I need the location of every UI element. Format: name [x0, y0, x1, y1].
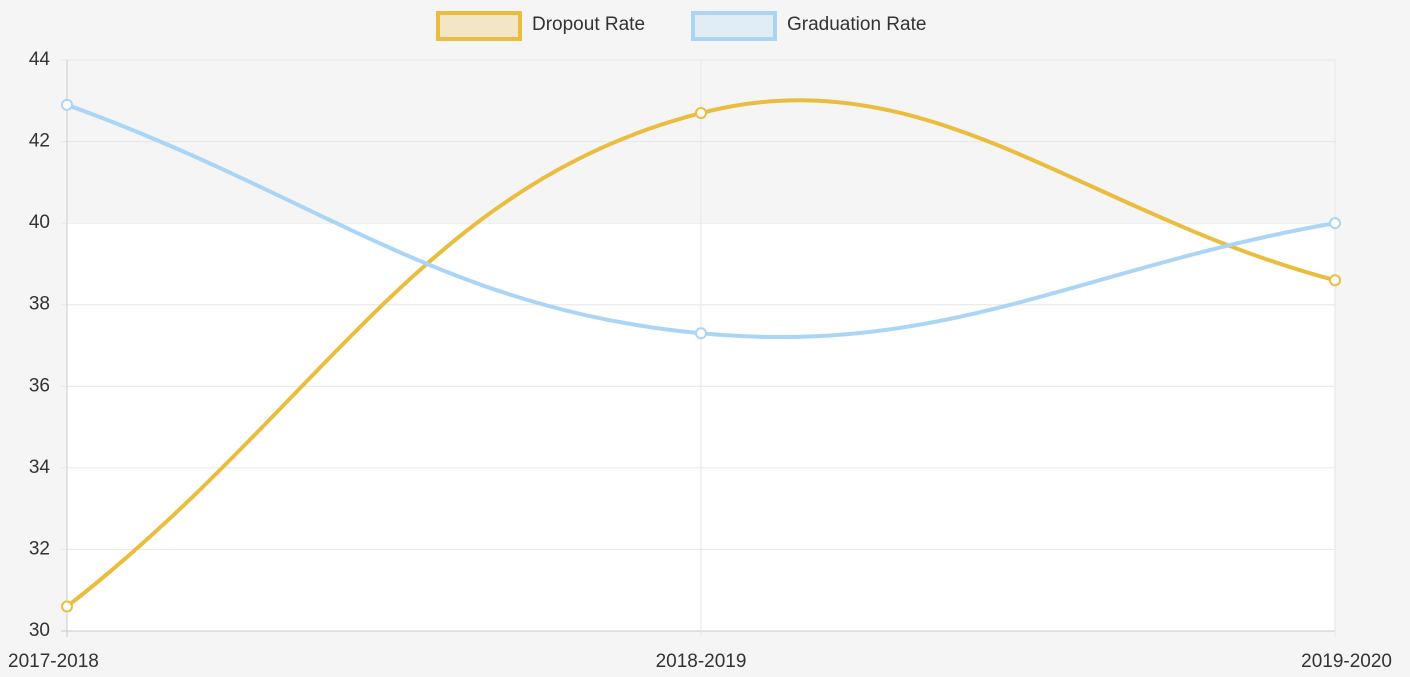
point	[1329, 274, 1341, 287]
point	[1329, 217, 1341, 230]
y-tick-label: 36	[29, 375, 50, 396]
x-tick-label: 2018-2019	[656, 651, 747, 672]
point	[61, 98, 73, 111]
y-tick-label: 44	[29, 49, 51, 70]
legend-label: Graduation Rate	[787, 14, 926, 35]
legend-swatch	[691, 11, 777, 41]
point	[695, 107, 707, 120]
x-tick-label: 2019-2020	[1301, 651, 1392, 672]
point	[61, 600, 73, 613]
legend-label: Dropout Rate	[532, 14, 645, 35]
legend-swatch	[436, 11, 522, 41]
y-tick-label: 34	[29, 457, 51, 478]
y-tick-label: 42	[29, 131, 50, 152]
y-tick-label: 38	[29, 294, 50, 315]
x-tick-label: 2017-2018	[8, 651, 99, 672]
y-tick-label: 40	[29, 212, 50, 233]
line	[65, 98, 1336, 609]
y-tick-label: 30	[29, 620, 50, 641]
y-tick-label: 32	[29, 538, 50, 559]
point	[695, 327, 707, 340]
